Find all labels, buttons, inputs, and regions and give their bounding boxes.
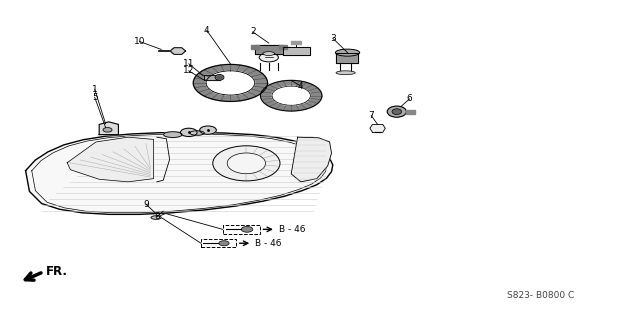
- Ellipse shape: [241, 226, 253, 232]
- Ellipse shape: [212, 146, 280, 181]
- Polygon shape: [370, 124, 385, 132]
- Ellipse shape: [392, 109, 402, 115]
- Ellipse shape: [387, 106, 406, 117]
- Text: 4: 4: [204, 26, 209, 35]
- Text: B - 46: B - 46: [279, 225, 305, 234]
- Polygon shape: [336, 53, 358, 63]
- Polygon shape: [406, 110, 415, 114]
- Polygon shape: [251, 45, 259, 49]
- Text: 1: 1: [92, 85, 97, 94]
- Ellipse shape: [164, 132, 182, 137]
- Ellipse shape: [227, 153, 266, 174]
- Polygon shape: [291, 137, 332, 182]
- Polygon shape: [260, 80, 322, 111]
- Text: FR.: FR.: [46, 265, 68, 278]
- Circle shape: [103, 128, 112, 132]
- Text: 3: 3: [330, 34, 335, 43]
- Circle shape: [217, 76, 222, 79]
- Polygon shape: [283, 47, 310, 55]
- Ellipse shape: [259, 53, 278, 62]
- Polygon shape: [204, 75, 220, 80]
- Text: 2: 2: [250, 27, 255, 36]
- Text: 11: 11: [183, 59, 195, 68]
- Polygon shape: [67, 137, 154, 182]
- Text: 8: 8: [154, 212, 159, 221]
- Polygon shape: [206, 71, 255, 95]
- Polygon shape: [26, 132, 333, 214]
- Ellipse shape: [190, 131, 204, 135]
- Text: 10: 10: [134, 37, 145, 46]
- Ellipse shape: [336, 71, 355, 75]
- Ellipse shape: [215, 75, 224, 80]
- Polygon shape: [255, 45, 283, 54]
- Ellipse shape: [219, 241, 229, 246]
- Polygon shape: [279, 45, 287, 49]
- Text: 7: 7: [369, 111, 374, 120]
- Text: S823- B0800 C: S823- B0800 C: [507, 291, 575, 300]
- Text: 9: 9: [143, 200, 148, 209]
- Polygon shape: [99, 122, 118, 135]
- Ellipse shape: [151, 216, 161, 219]
- Polygon shape: [272, 86, 310, 105]
- Text: 4: 4: [298, 82, 303, 91]
- Ellipse shape: [171, 48, 182, 55]
- Ellipse shape: [335, 49, 360, 56]
- Polygon shape: [291, 41, 301, 44]
- Text: 5: 5: [92, 93, 97, 102]
- Polygon shape: [170, 48, 186, 54]
- Text: 6: 6: [407, 94, 412, 103]
- Text: 12: 12: [183, 66, 195, 75]
- Ellipse shape: [263, 52, 275, 56]
- Polygon shape: [193, 64, 268, 101]
- Text: B - 46: B - 46: [255, 239, 282, 248]
- Circle shape: [180, 128, 197, 137]
- Circle shape: [200, 126, 216, 134]
